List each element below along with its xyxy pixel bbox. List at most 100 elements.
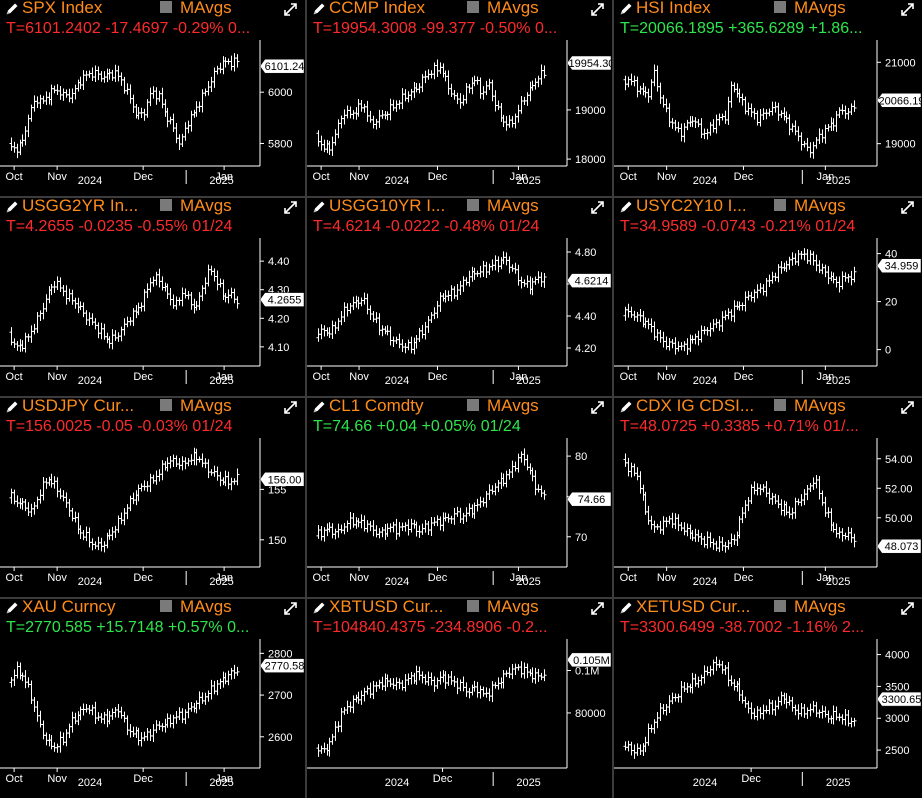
chart-panel-8[interactable]: CL1 Comdty MAvgs T=74.66 +0.04 +0.05% 01/2… xyxy=(307,398,612,597)
mavgs-label: MAvgs xyxy=(180,599,232,616)
last-price-tag: 0.105M xyxy=(566,652,612,668)
security-title[interactable]: SPX Index xyxy=(22,0,103,17)
security-title[interactable]: USGG10YR I... xyxy=(329,198,446,215)
expand-icon[interactable] xyxy=(282,600,299,617)
pencil-icon[interactable] xyxy=(311,1,327,17)
chart-panel-9[interactable]: CDX IG CDSI... MAvgs T=48.0725 +0.3385 +0.… xyxy=(614,398,922,597)
chart-panel-7[interactable]: USDJPY Cur... MAvgs T=156.0025 -0.05 -0.03… xyxy=(0,398,305,597)
last-price-label: 156.00 xyxy=(268,474,302,486)
pencil-icon[interactable] xyxy=(311,399,327,415)
chart-panel-3[interactable]: HSI Index MAvgs T=20066.1895 +365.6289 +1.… xyxy=(614,0,922,196)
mavgs-toggle[interactable]: MAvgs xyxy=(774,198,846,216)
chart-panel-1[interactable]: SPX Index MAvgs T=6101.2402 -17.4697 -0.29… xyxy=(0,0,305,196)
mavgs-checkbox[interactable] xyxy=(467,600,479,612)
mavgs-toggle[interactable]: MAvgs xyxy=(160,198,232,216)
x-tick-label: Nov xyxy=(657,371,677,383)
expand-icon[interactable] xyxy=(282,399,299,416)
chart-panel-4[interactable]: USGG2YR In... MAvgs T=4.2655 -0.0235 -0.55… xyxy=(0,198,305,396)
price-chart[interactable]: 6000 5800 Oct Nov Dec Jan 2024 2025 6101.24 xyxy=(0,0,305,196)
pencil-icon[interactable] xyxy=(618,1,634,17)
security-title[interactable]: XAU Curncy xyxy=(22,599,116,616)
mavgs-checkbox[interactable] xyxy=(774,1,786,13)
security-title[interactable]: USGG2YR In... xyxy=(22,198,139,215)
column-divider[interactable] xyxy=(305,0,307,798)
pencil-icon[interactable] xyxy=(4,1,20,17)
year-label: 2025 xyxy=(516,576,540,588)
chart-panel-5[interactable]: USGG10YR I... MAvgs T=4.6214 -0.0222 -0.48… xyxy=(307,198,612,396)
expand-icon[interactable] xyxy=(589,199,606,216)
mavgs-checkbox[interactable] xyxy=(160,199,172,211)
price-chart[interactable]: 19000 18000 Oct Nov Dec Jan 2024 2025 19954.30 xyxy=(307,0,612,196)
price-chart[interactable]: 4.804.604.404.20OctNovDecJan202420254.62… xyxy=(307,198,612,396)
pencil-icon[interactable] xyxy=(618,600,634,616)
expand-icon[interactable] xyxy=(589,600,606,617)
mavgs-toggle[interactable]: MAvgs xyxy=(160,398,232,416)
expand-icon[interactable] xyxy=(899,1,916,18)
chart-panel-6[interactable]: USYC2Y10 I... MAvgs T=34.9589 -0.0743 -0.2… xyxy=(614,198,922,396)
mavgs-toggle[interactable]: MAvgs xyxy=(467,398,539,416)
expand-icon[interactable] xyxy=(899,600,916,617)
mavgs-toggle[interactable]: MAvgs xyxy=(160,0,232,18)
mavgs-checkbox[interactable] xyxy=(467,199,479,211)
chart-panel-10[interactable]: XAU Curncy MAvgs T=2770.585 +15.7148 +0.57… xyxy=(0,599,305,798)
mavgs-toggle[interactable]: MAvgs xyxy=(774,599,846,617)
expand-icon[interactable] xyxy=(282,199,299,216)
security-title[interactable]: HSI Index xyxy=(636,0,711,17)
column-divider[interactable] xyxy=(612,0,614,798)
mavgs-toggle[interactable]: MAvgs xyxy=(774,0,846,18)
price-chart[interactable]: 4000 3500 3000 2500 Dec 2024 2025 3300.65 xyxy=(614,599,922,798)
last-price-tag: 2770.58 xyxy=(259,658,304,673)
mavgs-checkbox[interactable] xyxy=(467,1,479,13)
security-title[interactable]: CL1 Comdty xyxy=(329,398,424,415)
chart-panel-11[interactable]: XBTUSD Cur... MAvgs T=104840.4375 -234.890… xyxy=(307,599,612,798)
row-divider[interactable] xyxy=(0,196,922,198)
mavgs-checkbox[interactable] xyxy=(160,1,172,13)
mavgs-checkbox[interactable] xyxy=(160,399,172,411)
pencil-icon[interactable] xyxy=(618,199,634,215)
mavgs-checkbox[interactable] xyxy=(774,600,786,612)
chart-panel-12[interactable]: XETUSD Cur... MAvgs T=3300.6499 -38.7002 -… xyxy=(614,599,922,798)
chart-panel-2[interactable]: CCMP Index MAvgs T=19954.3008 -99.377 -0.5… xyxy=(307,0,612,196)
price-chart[interactable]: 0.1M 80000 Dec 2024 2025 0.105M xyxy=(307,599,612,798)
security-title[interactable]: USYC2Y10 I... xyxy=(636,198,747,215)
price-chart[interactable]: 54.0052.0050.0048.00OctNovDecJan20242025… xyxy=(614,398,922,597)
price-chart[interactable]: 155 150 Oct Nov Dec Jan 2024 2025 156.00 xyxy=(0,398,305,597)
expand-icon[interactable] xyxy=(282,1,299,18)
mavgs-checkbox[interactable] xyxy=(774,399,786,411)
pencil-icon[interactable] xyxy=(311,600,327,616)
security-title[interactable]: CDX IG CDSI... xyxy=(636,398,755,415)
row-divider[interactable] xyxy=(0,396,922,398)
row-divider[interactable] xyxy=(0,597,922,599)
price-chart[interactable]: 21000 19000 Oct Nov Dec Jan 2024 2025 20066.19 xyxy=(614,0,922,196)
pencil-icon[interactable] xyxy=(4,199,20,215)
y-tick-label: 40 xyxy=(885,249,897,261)
price-chart[interactable]: 807570OctNovDecJan2024202574.66 xyxy=(307,398,612,597)
pencil-icon[interactable] xyxy=(618,399,634,415)
x-tick-label: Nov xyxy=(657,171,677,183)
year-label: 2024 xyxy=(78,375,102,387)
mavgs-checkbox[interactable] xyxy=(467,399,479,411)
price-chart[interactable]: 2800 2700 2600 Oct Nov Dec Jan 2024 2025 2770.58 xyxy=(0,599,305,798)
expand-icon[interactable] xyxy=(899,399,916,416)
security-title[interactable]: USDJPY Cur... xyxy=(22,398,135,415)
mavgs-toggle[interactable]: MAvgs xyxy=(160,599,232,617)
expand-icon[interactable] xyxy=(589,399,606,416)
security-title[interactable]: CCMP Index xyxy=(329,0,426,17)
x-tick-label: Nov xyxy=(47,171,67,183)
x-tick-label: Dec xyxy=(734,171,754,183)
expand-icon[interactable] xyxy=(589,1,606,18)
mavgs-toggle[interactable]: MAvgs xyxy=(467,0,539,18)
pencil-icon[interactable] xyxy=(4,600,20,616)
mavgs-checkbox[interactable] xyxy=(160,600,172,612)
pencil-icon[interactable] xyxy=(311,199,327,215)
mavgs-toggle[interactable]: MAvgs xyxy=(774,398,846,416)
security-title[interactable]: XETUSD Cur... xyxy=(636,599,751,616)
mavgs-toggle[interactable]: MAvgs xyxy=(467,198,539,216)
expand-icon[interactable] xyxy=(899,199,916,216)
pencil-icon[interactable] xyxy=(4,399,20,415)
security-title[interactable]: XBTUSD Cur... xyxy=(329,599,444,616)
price-chart[interactable]: 40 20 0 Oct Nov Dec Jan 2024 2025 34.959 xyxy=(614,198,922,396)
mavgs-toggle[interactable]: MAvgs xyxy=(467,599,539,617)
mavgs-checkbox[interactable] xyxy=(774,199,786,211)
